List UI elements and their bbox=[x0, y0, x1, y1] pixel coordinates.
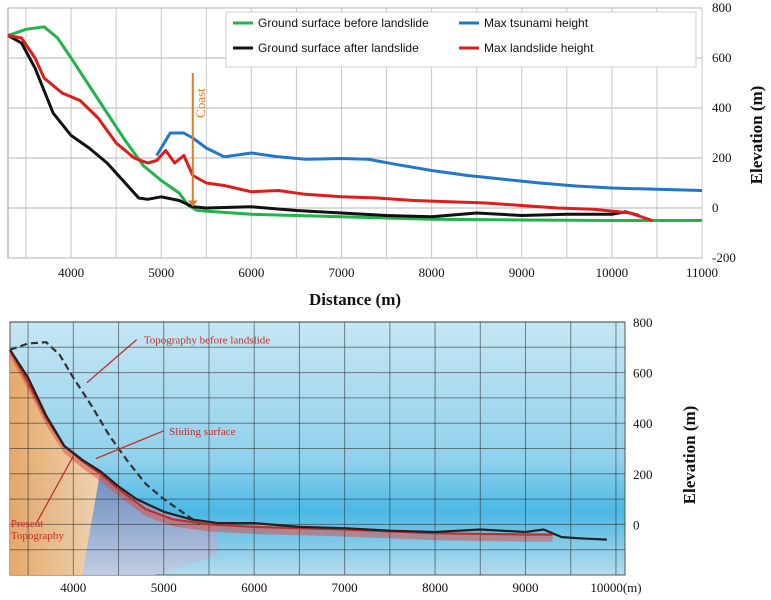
series-line-ground-surface-before-landslide bbox=[7, 25, 702, 222]
y-tick-label: 200 bbox=[712, 150, 732, 165]
coast-label: Coast bbox=[193, 88, 208, 118]
y-tick-label: 0 bbox=[712, 200, 719, 215]
annot-arrow-present bbox=[36, 455, 74, 523]
c2-fills bbox=[10, 349, 553, 575]
y-tick-label: 0 bbox=[633, 517, 640, 532]
x-tick-label: 7000 bbox=[332, 580, 358, 595]
x-tick-label: 10000(m) bbox=[590, 580, 641, 595]
y-tick-label: 600 bbox=[633, 366, 653, 381]
x-tick-label: 4000 bbox=[58, 265, 84, 280]
series-line-present-topography bbox=[9, 349, 607, 541]
legend: Ground surface before landslide Max tsuna… bbox=[225, 11, 697, 68]
y-axis-title: Elevation (m) bbox=[747, 86, 766, 185]
legend-box bbox=[225, 11, 697, 68]
bottom-chart: Topography before landslide Sliding surfa… bbox=[9, 315, 699, 595]
x-tick-label: 6000 bbox=[238, 265, 264, 280]
x-tick-label: 11000 bbox=[686, 265, 718, 280]
annot-arrow-sliding bbox=[95, 430, 164, 460]
c2-y-axis-title: Elevation (m) bbox=[680, 406, 699, 505]
x-tick-label: 9000 bbox=[509, 265, 535, 280]
x-tick-label: 6000 bbox=[241, 580, 267, 595]
series-line-ground-surface-after-landslide bbox=[7, 34, 640, 219]
c2-annotations: Topography before landslide Sliding surfa… bbox=[11, 335, 270, 542]
x-axis-title: Distance (m) bbox=[309, 290, 401, 309]
legend-label-max-tsunami-height: Max tsunami height bbox=[484, 16, 589, 30]
y-tick-label: 400 bbox=[712, 100, 732, 115]
y-tick-label: 200 bbox=[633, 467, 653, 482]
c1-ticks: 4000 5000 6000 7000 8000 9000 10000 11000800600… bbox=[58, 0, 736, 280]
coast-arrow-head bbox=[187, 200, 198, 207]
c1-series-layer bbox=[7, 25, 703, 222]
annot-present-1: Present bbox=[11, 518, 43, 530]
x-tick-label: 10000 bbox=[596, 265, 629, 280]
y-tick-label: 800 bbox=[633, 315, 653, 330]
c1-annotations: Coast bbox=[187, 73, 208, 207]
annot-present-2: Topography bbox=[11, 530, 64, 542]
series-line-max-landslide-height bbox=[7, 34, 653, 222]
basement-block bbox=[82, 471, 219, 575]
y-tick-label: 600 bbox=[712, 50, 732, 65]
series-line-max-tsunami-height bbox=[155, 131, 703, 192]
legend-label-ground-surface-before-landslide: Ground surface before landslide bbox=[258, 16, 429, 30]
x-tick-label: 7000 bbox=[328, 265, 354, 280]
y-tick-label: 400 bbox=[633, 416, 653, 431]
legend-label-max-landslide-height: Max landslide height bbox=[484, 41, 594, 55]
x-tick-label: 8000 bbox=[419, 265, 445, 280]
series-line-topography-before-landslide bbox=[9, 341, 201, 526]
y-tick-label: 800 bbox=[712, 0, 732, 15]
annot-arrow-before bbox=[86, 339, 138, 384]
legend-label-ground-surface-after-landslide: Ground surface after landslide bbox=[258, 41, 419, 55]
x-tick-label: 8000 bbox=[422, 580, 448, 595]
top-chart: Coast 4000 5000 6000 7000 8000 9000 10000 11000… bbox=[7, 0, 766, 309]
annot-sliding-surface: Sliding surface bbox=[169, 426, 235, 438]
y-tick-label: -200 bbox=[712, 250, 736, 265]
c2-grid bbox=[10, 321, 625, 575]
land-wedge bbox=[10, 349, 101, 575]
c2-ticks: 4000 5000 6000 7000 8000 9000 10000(m)80060040… bbox=[60, 315, 652, 595]
x-tick-label: 5000 bbox=[151, 580, 177, 595]
c2-series-layer bbox=[9, 341, 607, 541]
annot-topography-before: Topography before landslide bbox=[144, 335, 270, 347]
x-tick-label: 5000 bbox=[148, 265, 174, 280]
x-tick-label: 4000 bbox=[60, 580, 86, 595]
x-tick-label: 9000 bbox=[513, 580, 539, 595]
